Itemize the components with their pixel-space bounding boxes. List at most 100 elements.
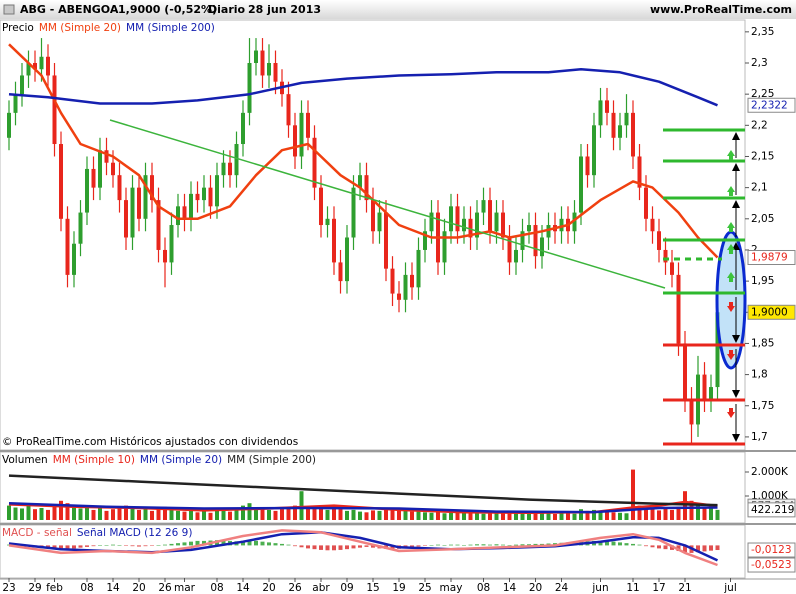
bar — [195, 540, 200, 546]
candle-body — [481, 200, 486, 213]
bar — [546, 512, 551, 520]
bar — [85, 505, 89, 520]
bar — [7, 544, 11, 546]
candle-body — [397, 293, 401, 300]
y-tick-label: 2 — [751, 244, 758, 256]
bar — [195, 512, 200, 520]
candle-body — [254, 50, 258, 63]
candle-body — [59, 144, 63, 219]
bar — [26, 503, 31, 520]
line-series — [8, 43, 719, 259]
bar — [670, 509, 674, 520]
bar — [631, 469, 635, 520]
candle-body — [306, 112, 310, 138]
x-tick-label: 08 — [210, 582, 223, 594]
bar — [143, 507, 148, 520]
y-tick-label: 2.000K — [751, 466, 789, 478]
bar — [514, 544, 518, 546]
bar — [520, 544, 525, 546]
line-series — [8, 529, 718, 567]
bar — [345, 510, 349, 520]
candle-body — [143, 175, 148, 219]
bar — [91, 509, 96, 520]
bar — [351, 509, 356, 520]
candle-body — [111, 162, 115, 176]
x-tick-label: 29 — [28, 582, 41, 594]
bar — [364, 545, 369, 547]
candle-body — [514, 249, 518, 263]
bar — [351, 545, 356, 549]
candle-body — [429, 212, 434, 232]
x-tick-label: 09 — [340, 582, 353, 594]
y-tick-label: 2,2 — [751, 119, 768, 131]
candle-body — [416, 249, 421, 288]
axis-value-box — [747, 542, 796, 558]
bar — [689, 500, 694, 520]
bar — [468, 513, 473, 520]
bar — [228, 511, 232, 520]
y-tick-label: 2,35 — [751, 26, 774, 38]
candle-body — [228, 162, 232, 176]
axis-value-box — [747, 249, 796, 265]
candle-body — [325, 218, 330, 226]
bar — [91, 545, 96, 547]
bar — [312, 545, 317, 550]
bar — [176, 543, 180, 546]
bar — [325, 545, 330, 551]
bar — [130, 508, 135, 520]
candle-body — [390, 268, 395, 294]
bar — [364, 512, 369, 520]
candle-body — [423, 231, 427, 250]
candle-body — [507, 237, 512, 263]
legend-entry: MM (Simple 200) — [126, 22, 215, 34]
candle-body — [137, 187, 141, 219]
candle-body — [241, 112, 245, 145]
bar — [189, 541, 193, 546]
bar — [527, 513, 531, 520]
x-tick-label: feb — [46, 582, 63, 594]
x-tick-label: 23 — [2, 582, 15, 594]
candle-body — [260, 50, 265, 76]
bar — [293, 545, 297, 547]
candle-body — [410, 274, 414, 288]
bar — [501, 512, 505, 520]
bar — [618, 512, 622, 520]
candle-body — [663, 249, 668, 263]
candle-body — [494, 212, 499, 232]
bar — [462, 512, 466, 520]
bar — [163, 506, 167, 520]
candle-body — [176, 206, 180, 226]
down-arrow-icon — [727, 408, 735, 418]
bar — [572, 513, 577, 520]
bar — [208, 512, 213, 520]
bar — [221, 509, 226, 520]
candle-body — [26, 63, 31, 76]
bar — [46, 509, 50, 520]
bar — [13, 507, 18, 520]
candle-body — [189, 193, 193, 219]
x-tick-label: 14 — [106, 582, 120, 594]
bar — [611, 512, 616, 520]
bar — [202, 540, 206, 546]
bar — [449, 544, 453, 546]
y-tick-label: 2,25 — [751, 88, 774, 100]
candle-body — [150, 175, 154, 201]
header: ABG - ABENGOA 1,9000 (-0,52%) Diario 28 … — [20, 3, 792, 16]
x-tick-label: jul — [723, 582, 737, 594]
bar — [624, 543, 629, 546]
price: 1,9000 (-0,52%) — [118, 3, 217, 16]
bar — [650, 507, 655, 520]
bar — [78, 545, 83, 548]
candle-body — [91, 168, 96, 188]
candle-body — [78, 212, 83, 244]
axis-value-box — [747, 97, 796, 113]
bar — [423, 545, 427, 546]
candle-body — [13, 94, 18, 113]
bar — [104, 545, 109, 546]
bar — [644, 509, 648, 520]
bar — [267, 542, 271, 546]
bar — [72, 545, 76, 549]
candle-body — [637, 156, 642, 188]
bar — [384, 509, 388, 520]
